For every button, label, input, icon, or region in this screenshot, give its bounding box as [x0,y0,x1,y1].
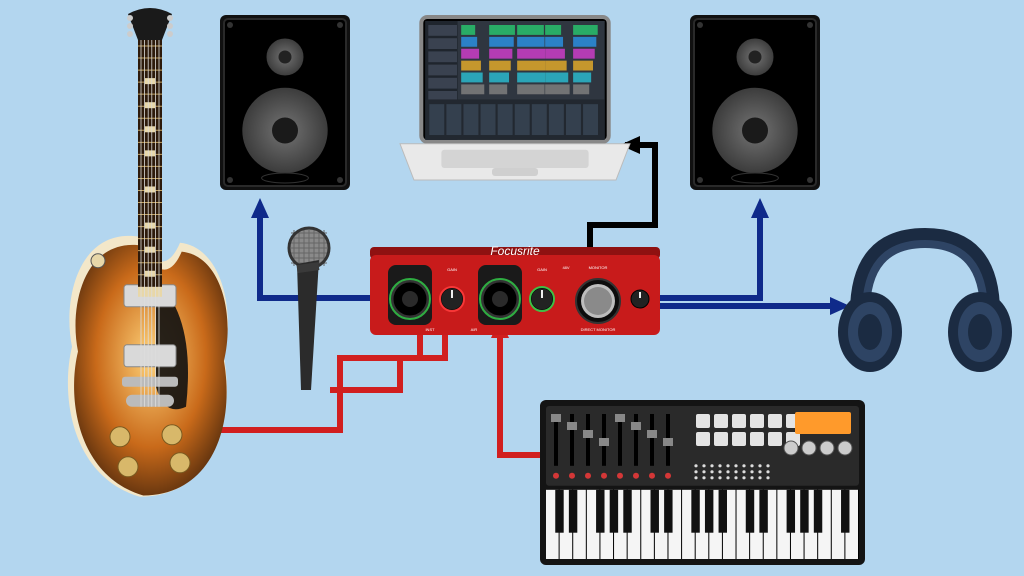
daw-screen [425,21,604,140]
interface-label: AIR [471,327,478,332]
interface-label: GAIN [537,267,547,272]
diagram-svg: Focusrite GAIN GAIN 48V MONITOR DIRECT MONITO… [0,0,1024,576]
interface-brand-text: Focusrite [490,244,540,258]
diagram-stage: Focusrite GAIN GAIN 48V MONITOR DIRECT MONITO… [0,0,1024,576]
speaker-right [690,15,820,190]
midi-keyboard [540,400,865,565]
interface-label: DIRECT MONITOR [581,327,616,332]
speaker-left [220,15,350,190]
laptop [400,15,630,180]
interface-label: 48V [562,265,569,270]
interface-label: INST [425,327,435,332]
audio-interface: Focusrite GAIN GAIN 48V MONITOR DIRECT MONITO… [370,244,660,335]
interface-label: GAIN [447,267,457,272]
interface-label: MONITOR [589,265,608,270]
